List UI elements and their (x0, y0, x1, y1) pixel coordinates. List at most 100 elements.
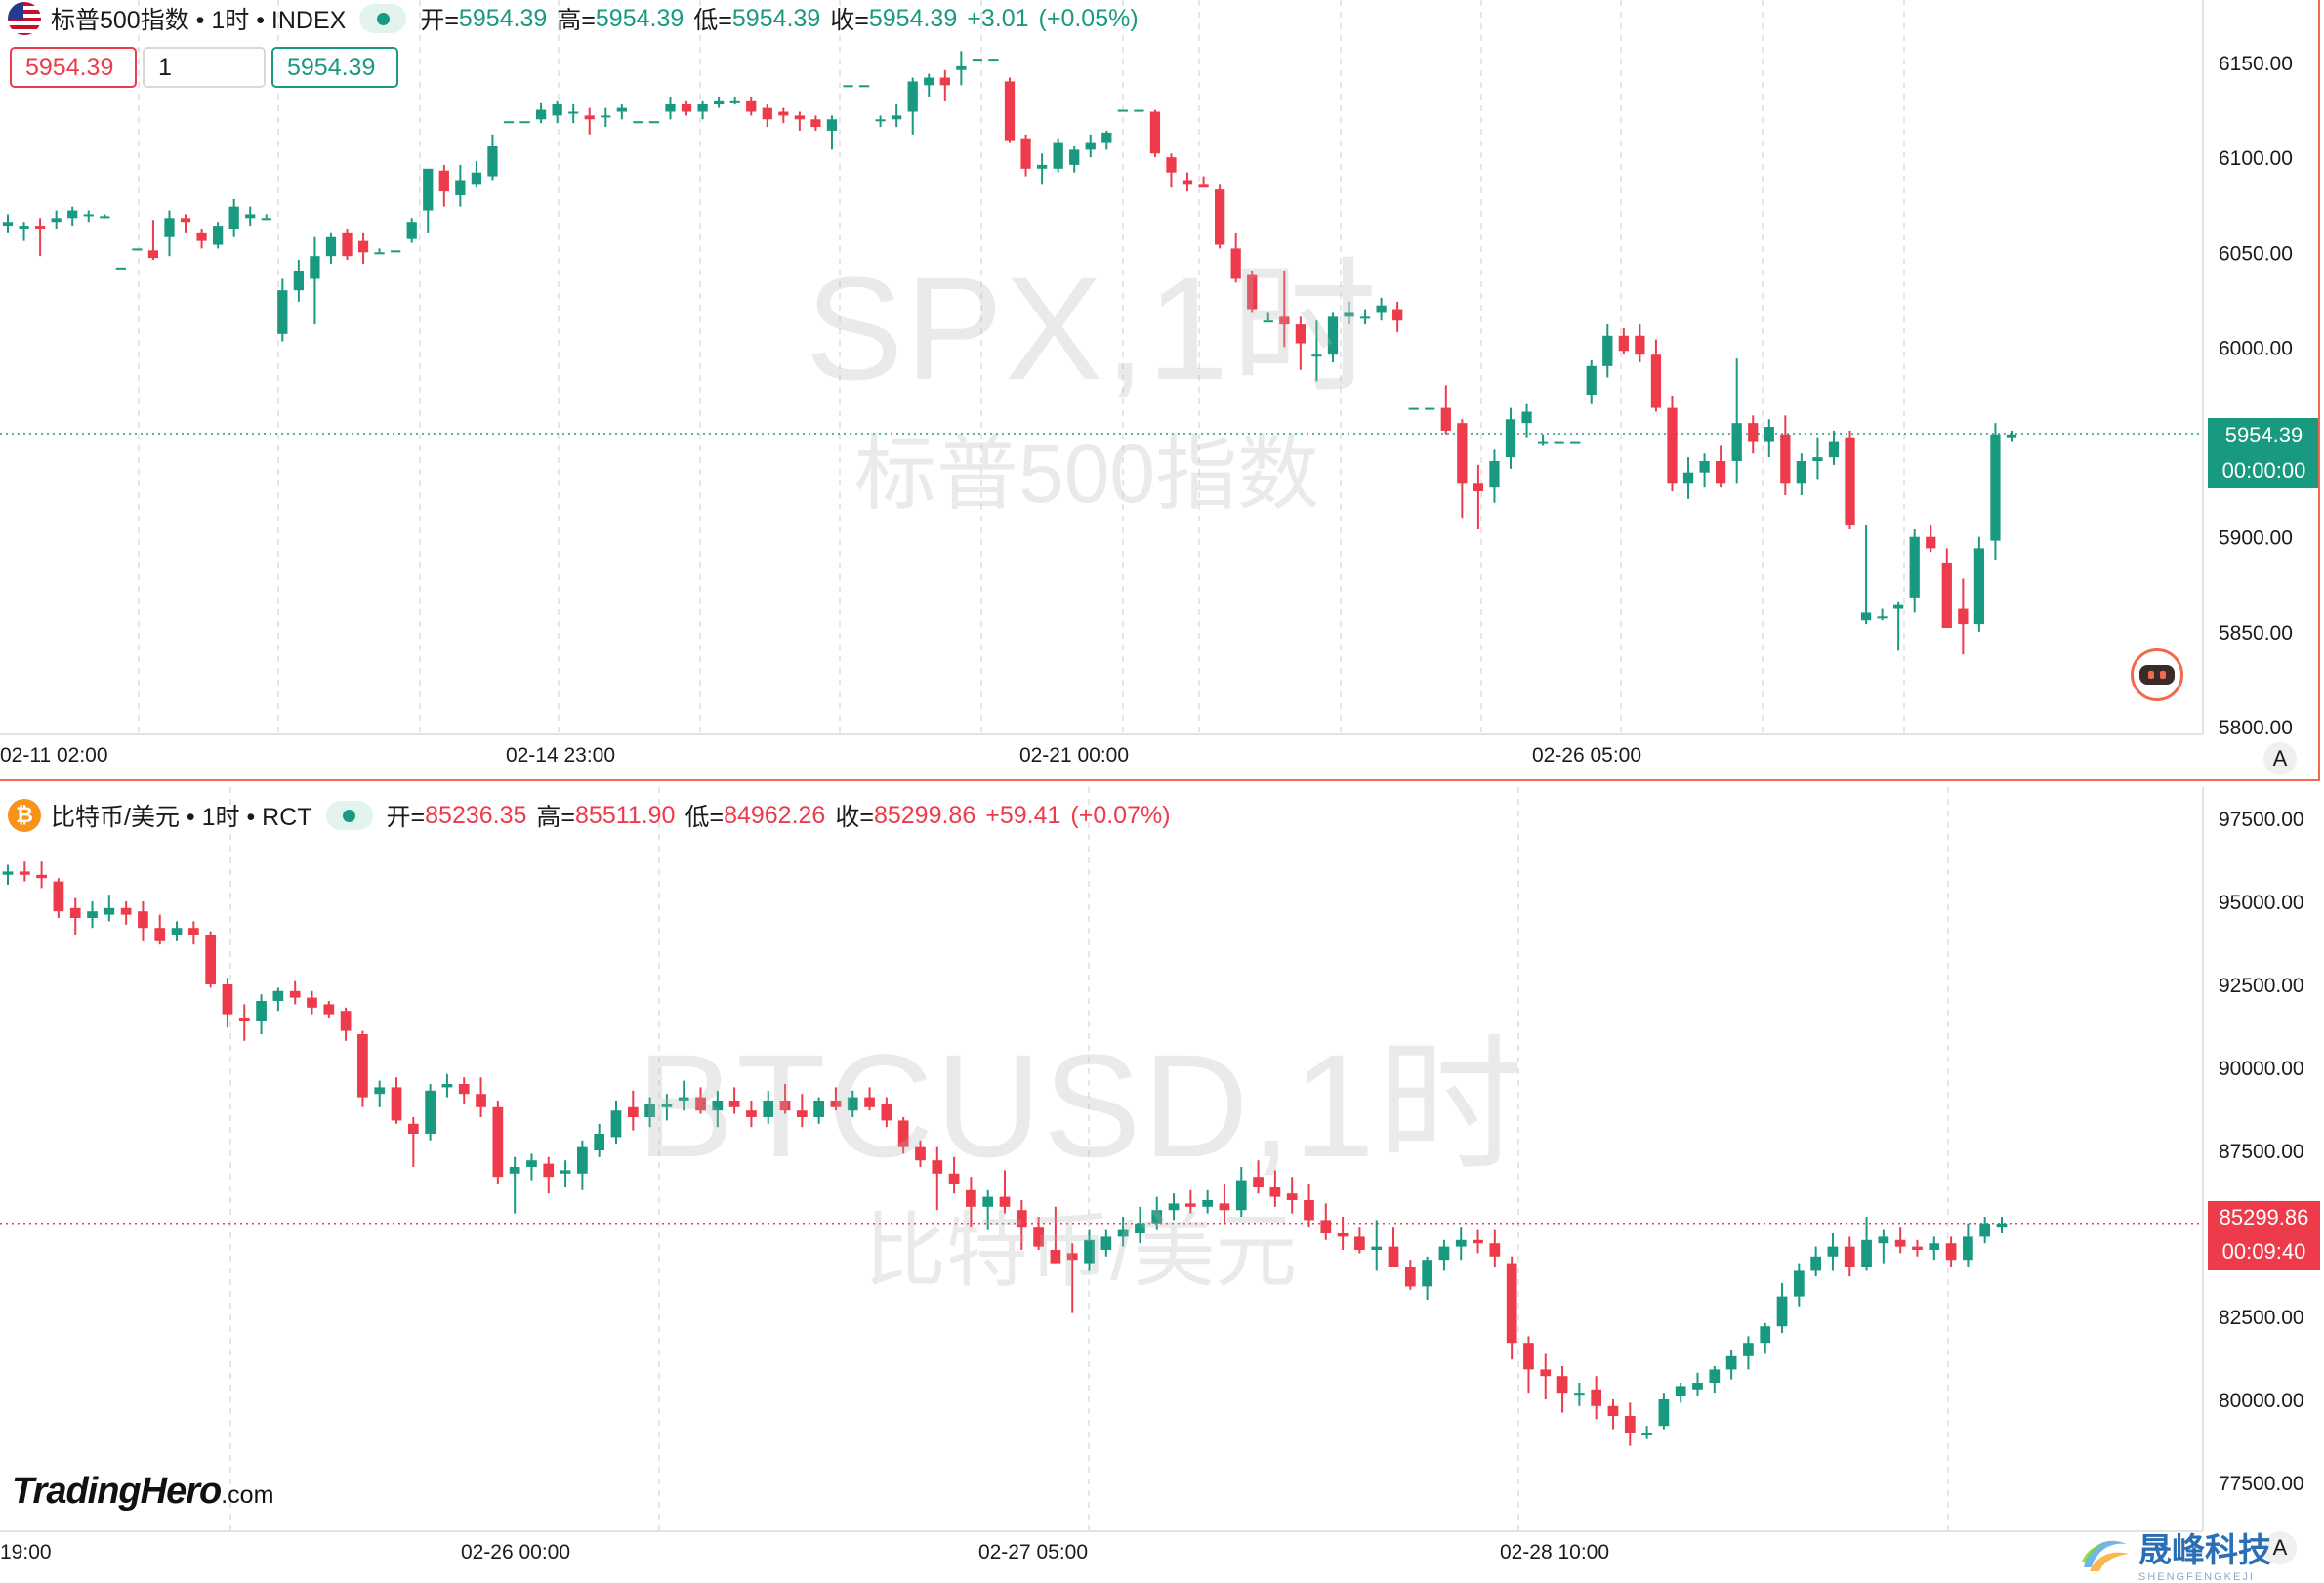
candle (455, 164, 466, 207)
price-axis-label: 90000.00 (2219, 1058, 2304, 1080)
candle (1941, 548, 1952, 628)
candle (476, 1077, 486, 1117)
candle (972, 59, 983, 62)
candle (1230, 232, 1241, 283)
candle (340, 1007, 352, 1041)
candle (222, 978, 233, 1028)
buy-button[interactable]: 5954.39 (271, 47, 398, 88)
candle (1202, 1189, 1214, 1214)
spx-legend: 标普500指数 • 1时 • INDEX 开= 5954.39 高= 5954.… (0, 2, 1148, 35)
spx-chart-pane[interactable]: 6150.006100.006050.006000.005950.005900.… (0, 0, 2324, 783)
candle (881, 1097, 892, 1128)
spx-auto-scale-button[interactable]: A (2263, 742, 2297, 775)
candle (1860, 525, 1872, 625)
btc-auto-scale-button[interactable]: A (2263, 1531, 2297, 1564)
candle (1214, 184, 1225, 249)
candle (601, 107, 611, 128)
candle (487, 134, 498, 181)
candle (509, 1156, 520, 1214)
candle (325, 232, 337, 264)
candle (1304, 1184, 1314, 1228)
candle (1311, 320, 1322, 382)
candle (1675, 1383, 1686, 1403)
candle (36, 861, 47, 889)
time-axis-label: 02-11 02:00 (0, 744, 108, 767)
candle (1371, 1220, 1383, 1271)
candle (187, 921, 199, 945)
quantity-input[interactable]: 1 (143, 47, 266, 88)
candle (1440, 385, 1451, 435)
candle (277, 278, 288, 342)
candle (1624, 1402, 1636, 1446)
sell-button[interactable]: 5954.39 (10, 47, 137, 88)
candle (1812, 437, 1823, 480)
candle (1422, 1256, 1432, 1300)
price-axis-label: 82500.00 (2219, 1307, 2304, 1329)
candle (357, 232, 369, 264)
candle (1828, 430, 1840, 465)
candle (1455, 1227, 1467, 1261)
candle (1929, 1236, 1940, 1261)
candle (1235, 1167, 1247, 1217)
spx-low-label: 低= (693, 7, 732, 34)
candle (779, 1084, 791, 1114)
spx-high-value: 5954.39 (595, 4, 685, 32)
candle (1247, 271, 1258, 313)
candle (1004, 77, 1016, 143)
time-axis-label: 02-27 05:00 (978, 1541, 1088, 1563)
candle (1909, 528, 1920, 613)
candle (1945, 1236, 1957, 1267)
spx-open-value: 5954.39 (458, 4, 548, 32)
candle (1388, 1227, 1399, 1267)
candle (1134, 109, 1144, 112)
spx-close-label: 收= (830, 7, 869, 34)
candle (695, 1087, 706, 1114)
visibility-toggle-icon[interactable] (325, 801, 373, 830)
price-axis-label: 6100.00 (2219, 147, 2293, 170)
candle (1650, 339, 1662, 412)
shengfeng-cn: 晟峰科技 (2138, 1531, 2271, 1570)
candle (1404, 1260, 1416, 1290)
candle (713, 96, 725, 108)
btc-chart-canvas[interactable]: 97500.00 95000.00 92500.00 90000.00 87500.00… (0, 787, 2324, 1578)
btc-close-value: 85299.86 (873, 801, 976, 829)
candle (2, 214, 14, 233)
spx-legend-title[interactable]: 标普500指数 • 1时 • INDEX (51, 7, 347, 34)
candle (1408, 407, 1419, 410)
candle (228, 198, 239, 237)
candle (924, 73, 934, 97)
candle (138, 901, 148, 941)
candle (1893, 601, 1904, 651)
candle (1263, 312, 1273, 323)
btc-chart-pane[interactable]: 97500.00 95000.00 92500.00 90000.00 87500.00… (0, 787, 2324, 1578)
btc-change-pct: (+0.07%) (1070, 801, 1171, 829)
spx-high-label: 高= (557, 7, 596, 34)
candle (1692, 1372, 1703, 1396)
candle (1084, 1229, 1095, 1271)
btc-low-value: 84962.26 (724, 801, 826, 829)
candle (307, 990, 317, 1015)
btc-change-value: +59.41 (985, 801, 1061, 829)
price-axis-label: 77500.00 (2219, 1473, 2304, 1495)
assistant-robot-icon[interactable] (2131, 648, 2183, 701)
visibility-toggle-icon[interactable] (359, 4, 407, 33)
btc-legend-title[interactable]: 比特币/美元 • 1时 • RCT (51, 804, 312, 831)
candle (915, 1140, 926, 1167)
candle (584, 107, 595, 135)
us-flag-icon (8, 2, 41, 35)
candle (238, 1004, 250, 1041)
candle (1793, 1263, 1805, 1307)
candle (681, 100, 692, 116)
candle (1100, 1229, 1112, 1257)
candle (1878, 1229, 1889, 1264)
time-axis-label: 02-26 00:00 (461, 1541, 570, 1563)
candle (763, 1090, 774, 1124)
candle (406, 218, 417, 243)
candle (1709, 1366, 1721, 1394)
candle (728, 1087, 740, 1114)
candle (897, 1117, 909, 1154)
candle (1602, 324, 1613, 378)
price-axis-label: 6050.00 (2219, 242, 2293, 265)
candle (212, 222, 224, 249)
candle (1392, 301, 1403, 332)
